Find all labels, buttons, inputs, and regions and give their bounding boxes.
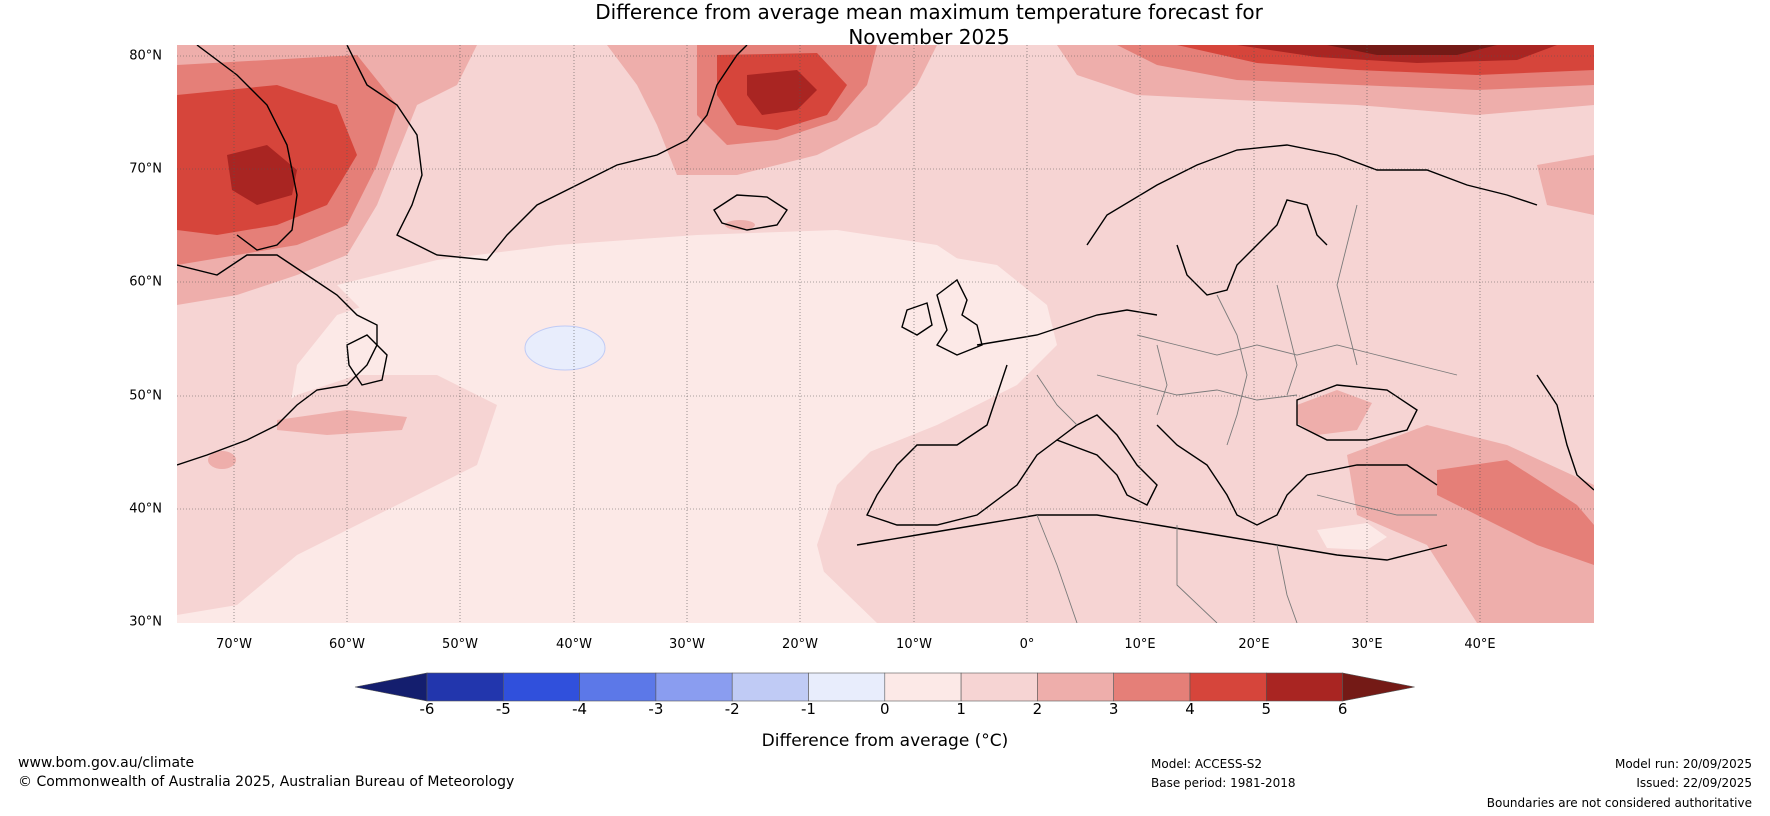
colorbar-tick-label: 2 <box>1032 700 1043 718</box>
lat-label-30n: 30°N <box>129 614 162 630</box>
colorbar-tick-label: 1 <box>956 700 966 718</box>
lon-label-30e: 30°E <box>1351 637 1383 652</box>
lon-label-40w: 40°W <box>556 637 592 652</box>
colorbar-extend-high <box>1342 672 1415 702</box>
anomaly-2-3-atlantic-band <box>277 410 407 435</box>
anomaly-2-3-east-edge <box>1537 155 1594 215</box>
title-line-1: Difference from average mean maximum tem… <box>595 0 1263 24</box>
graticule <box>177 45 1594 623</box>
colorbar-tick-label: 4 <box>1185 700 1195 718</box>
colorbar-tick-label: 6 <box>1337 700 1348 718</box>
lat-label-70n: 70°N <box>129 161 162 177</box>
anomaly-2-3-small-west <box>208 451 236 469</box>
anomaly-2-3-black-sea <box>1297 390 1372 435</box>
colorbar-tick-label: 0 <box>880 700 890 718</box>
colorbar-tick-label: 3 <box>1108 700 1119 718</box>
lon-label-70w: 70°W <box>216 637 252 652</box>
colorbar-segment <box>1265 672 1343 702</box>
anomaly-2-3-eastern-med <box>1347 425 1594 623</box>
lat-label-40n: 40°N <box>129 501 162 517</box>
lon-label-0: 0° <box>1019 637 1035 652</box>
website-link[interactable]: www.bom.gov.au/climate <box>18 755 195 771</box>
anomaly-3-4-eastern-med <box>1437 460 1594 565</box>
colorbar-segment <box>808 672 886 702</box>
anomaly-1-2-north-atlantic <box>177 45 1594 623</box>
colorbar-segment <box>426 672 504 702</box>
anomaly-5-6-east-greenland <box>747 70 817 115</box>
disclaimer-text: Boundaries are not considered authoritat… <box>1486 796 1752 810</box>
anomaly-0-1-mid-atlantic <box>337 230 1027 623</box>
anomaly-negative-pocket <box>524 325 606 371</box>
colorbar-segment <box>1037 672 1115 702</box>
lon-label-50w: 50°W <box>442 637 478 652</box>
country-borders <box>1036 204 1458 623</box>
colorbar-tick-label: -5 <box>495 700 511 718</box>
colorbar-tick-label: 5 <box>1261 700 1272 718</box>
lon-label-40e: 40°E <box>1464 637 1496 652</box>
copyright-text: © Commonwealth of Australia 2025, Austra… <box>18 774 515 790</box>
map-panel <box>177 45 1594 623</box>
anomaly-6p-barents <box>1327 45 1497 55</box>
lat-label-60n: 60°N <box>129 274 162 290</box>
colorbar <box>354 672 1415 702</box>
issued-text: Issued: 22/09/2025 <box>1636 776 1752 790</box>
colorbar-segment <box>503 672 580 702</box>
colorbar-tick-label: -2 <box>724 700 740 718</box>
base-period-text: Base period: 1981-2018 <box>1151 776 1296 790</box>
colorbar-segment <box>655 672 733 702</box>
colorbar-tick-label: -4 <box>572 700 588 718</box>
lon-label-20e: 20°E <box>1238 637 1270 652</box>
anomaly-2-3-iceland <box>725 220 755 230</box>
colorbar-segment <box>731 672 809 702</box>
colorbar-segment <box>1113 672 1191 702</box>
lat-label-80n: 80°N <box>129 48 162 64</box>
lon-label-20w: 20°W <box>782 637 818 652</box>
map-svg <box>177 45 1594 623</box>
colorbar-tick-label: -6 <box>419 700 435 718</box>
lon-label-10e: 10°E <box>1124 637 1156 652</box>
coastlines <box>177 45 1594 561</box>
lat-label-50n: 50°N <box>129 388 162 404</box>
colorbar-title: Difference from average (°C) <box>761 731 1009 751</box>
colorbar-segment <box>884 672 962 702</box>
lon-label-60w: 60°W <box>329 637 365 652</box>
colorbar-segment <box>1189 672 1267 702</box>
anomaly-0-1-north-africa <box>1317 523 1387 550</box>
colorbar-segment <box>579 672 657 702</box>
colorbar-extend-low <box>354 672 428 702</box>
colorbar-tick-label: -1 <box>801 700 816 718</box>
colorbar-tick-label: -3 <box>648 700 664 718</box>
lon-label-10w: 10°W <box>896 637 932 652</box>
model-run-text: Model run: 20/09/2025 <box>1614 757 1752 771</box>
colorbar-segment <box>960 672 1038 702</box>
anomaly-5-6-baffin <box>227 145 297 205</box>
chart-title: Difference from average mean maximum tem… <box>229 0 1629 50</box>
lon-label-30w: 30°W <box>669 637 705 652</box>
model-text: Model: ACCESS-S2 <box>1151 757 1263 771</box>
